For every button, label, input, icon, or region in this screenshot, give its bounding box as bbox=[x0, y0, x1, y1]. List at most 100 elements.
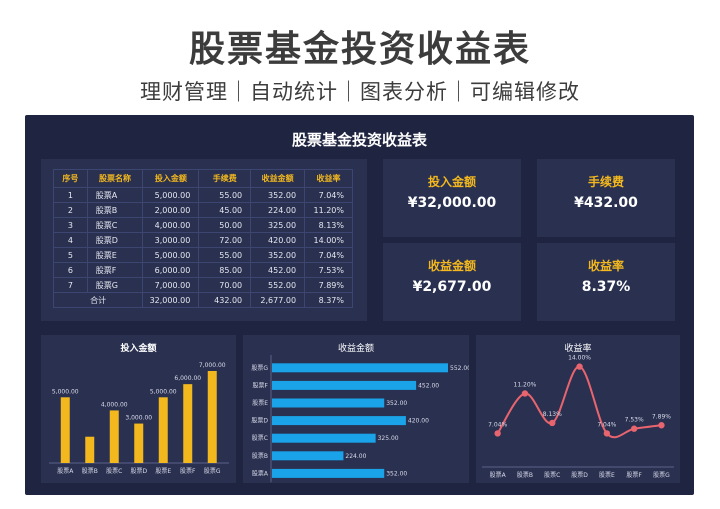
data-label: 224.00 bbox=[345, 453, 366, 460]
cell-index: 4 bbox=[53, 232, 88, 248]
table-row: 2 股票B 2,000.00 45.00 224.00 11.20% bbox=[53, 202, 353, 218]
col-header-invest: 投入金额 bbox=[142, 169, 200, 188]
y-tick-label: 股票B bbox=[252, 453, 268, 460]
rate-line-chart-panel: 7.04% 股票A 11.20% 股票B 8.13% 股票C 14.00% 股票D 7.04% 股… bbox=[476, 335, 680, 483]
x-tick-label: 股票F bbox=[180, 468, 196, 475]
cell-index: 3 bbox=[53, 217, 88, 233]
data-label: 325.00 bbox=[378, 435, 399, 442]
bar bbox=[272, 468, 385, 478]
col-header-name: 股票名称 bbox=[86, 169, 144, 188]
data-label: 8.13% bbox=[543, 411, 562, 418]
cell-name: 股票E bbox=[86, 247, 144, 263]
y-tick-label: 股票F bbox=[253, 382, 269, 389]
data-label: 6,000.00 bbox=[174, 375, 201, 382]
col-header-index: 序号 bbox=[53, 169, 88, 188]
bar bbox=[207, 371, 217, 463]
data-label: 7.04% bbox=[597, 421, 616, 428]
cell-fee: 50.00 bbox=[198, 217, 252, 233]
x-tick-label: 股票B bbox=[82, 468, 98, 475]
cell-invest: 6,000.00 bbox=[142, 262, 200, 278]
data-label: 7.53% bbox=[625, 417, 644, 424]
cell-total-rate: 8.37% bbox=[304, 292, 353, 308]
bar bbox=[134, 423, 144, 463]
cell-index: 1 bbox=[53, 187, 88, 203]
kpi-invest-label: 投入金额 bbox=[427, 175, 476, 189]
cell-name: 股票A bbox=[86, 187, 144, 203]
x-tick-label: 股票F bbox=[626, 472, 642, 479]
table-row: 7 股票G 7,000.00 70.00 552.00 7.89% bbox=[53, 277, 353, 293]
data-label: 5,000.00 bbox=[52, 388, 79, 395]
cell-total-profit: 2,677.00 bbox=[250, 292, 306, 308]
kpi-profit-label: 收益金额 bbox=[427, 259, 476, 273]
kpi-fee-label: 手续费 bbox=[587, 175, 624, 189]
cell-rate: 7.53% bbox=[304, 262, 353, 278]
col-header-rate: 收益率 bbox=[304, 169, 353, 188]
data-point bbox=[630, 425, 638, 432]
cell-rate: 7.04% bbox=[304, 187, 353, 203]
page-subtitle: 理财管理｜自动统计｜图表分析｜可编辑修改 bbox=[140, 80, 580, 104]
cell-name: 股票G bbox=[86, 277, 144, 293]
cell-name: 股票D bbox=[86, 232, 144, 248]
cell-profit: 352.00 bbox=[250, 187, 306, 203]
bar bbox=[272, 380, 417, 390]
cell-fee: 85.00 bbox=[198, 262, 252, 278]
data-label: 11.20% bbox=[514, 381, 537, 388]
bar bbox=[60, 397, 70, 463]
data-label: 7.89% bbox=[652, 413, 671, 420]
y-tick-label: 股票C bbox=[252, 435, 268, 442]
cell-invest: 2,000.00 bbox=[142, 202, 200, 218]
cell-name: 股票F bbox=[86, 262, 144, 278]
bar bbox=[272, 433, 376, 443]
cell-fee: 55.00 bbox=[198, 247, 252, 263]
kpi-fee-value: ¥432.00 bbox=[574, 195, 638, 211]
cell-fee: 45.00 bbox=[198, 202, 252, 218]
kpi-invest-card: 投入金额 ¥32,000.00 bbox=[383, 159, 521, 237]
col-header-profit: 收益金额 bbox=[250, 169, 306, 188]
cell-profit: 420.00 bbox=[250, 232, 306, 248]
kpi-invest-value: ¥32,000.00 bbox=[407, 195, 497, 211]
cell-index: 6 bbox=[53, 262, 88, 278]
data-point bbox=[576, 363, 583, 370]
invest-chart-title: 投入金额 bbox=[120, 344, 157, 354]
cell-profit: 352.00 bbox=[250, 247, 306, 263]
x-tick-label: 股票A bbox=[490, 472, 507, 479]
profit-bar-chart: 552.00 股票G 452.00 股票F 352.00 股票E 420.00 股票D 325.… bbox=[251, 355, 469, 483]
kpi-rate-label: 收益率 bbox=[587, 259, 624, 273]
cell-invest: 5,000.00 bbox=[142, 187, 200, 203]
cell-profit: 552.00 bbox=[250, 277, 306, 293]
cell-index: 5 bbox=[53, 247, 88, 263]
data-label: 7.04% bbox=[488, 421, 507, 428]
bar bbox=[158, 397, 168, 463]
data-label: 3,000.00 bbox=[125, 415, 152, 422]
kpi-rate-card: 收益率 8.37% bbox=[537, 243, 675, 321]
data-point bbox=[658, 422, 665, 429]
col-header-fee: 手续费 bbox=[198, 169, 252, 188]
cell-total-invest: 32,000.00 bbox=[142, 292, 200, 308]
data-label: 5,000.00 bbox=[150, 388, 177, 395]
x-tick-label: 股票D bbox=[571, 472, 588, 479]
y-tick-label: 股票E bbox=[252, 400, 268, 407]
cell-profit: 224.00 bbox=[250, 202, 306, 218]
x-tick-label: 股票E bbox=[155, 468, 171, 475]
data-point bbox=[549, 419, 556, 427]
table-row: 3 股票C 4,000.00 50.00 325.00 8.13% bbox=[53, 217, 353, 233]
cell-name: 股票B bbox=[86, 202, 144, 218]
x-tick-label: 股票C bbox=[106, 468, 122, 475]
invest-bar-chart: 5,000.00 股票A 股票B 4,000.00 股票C 3,000.00 股票D 5,00… bbox=[49, 362, 229, 475]
kpi-rate-value: 8.37% bbox=[581, 279, 631, 295]
kpi-fee-card: 手续费 ¥432.00 bbox=[537, 159, 675, 237]
x-tick-label: 股票D bbox=[130, 468, 147, 475]
data-point bbox=[521, 390, 529, 397]
data-label: 4,000.00 bbox=[101, 401, 128, 408]
data-label: 7,000.00 bbox=[199, 362, 226, 369]
data-label: 452.00 bbox=[418, 382, 439, 389]
cell-index: 2 bbox=[53, 202, 88, 218]
cell-invest: 5,000.00 bbox=[142, 247, 200, 263]
cell-rate: 7.04% bbox=[304, 247, 353, 263]
table-header-row: 序号 股票名称 投入金额 手续费 收益金额 收益率 bbox=[53, 169, 353, 188]
cell-profit: 452.00 bbox=[250, 262, 306, 278]
x-tick-label: 股票C bbox=[544, 472, 560, 479]
table-row: 6 股票F 6,000.00 85.00 452.00 7.53% bbox=[53, 262, 353, 278]
x-tick-label: 股票B bbox=[517, 472, 533, 479]
x-tick-label: 股票G bbox=[204, 468, 221, 475]
